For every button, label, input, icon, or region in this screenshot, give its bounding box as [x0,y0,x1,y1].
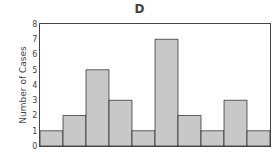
svg-text:8: 8 [32,20,37,29]
svg-text:Number of Cases: Number of Cases [18,46,28,124]
svg-text:1: 1 [32,127,37,136]
svg-text:3: 3 [32,96,37,105]
svg-text:5: 5 [32,66,37,75]
svg-text:4: 4 [32,81,37,90]
svg-text:6: 6 [32,50,37,59]
svg-text:D: D [135,2,145,16]
svg-text:2: 2 [32,111,37,120]
svg-text:0: 0 [32,142,37,151]
svg-text:7: 7 [32,35,37,44]
